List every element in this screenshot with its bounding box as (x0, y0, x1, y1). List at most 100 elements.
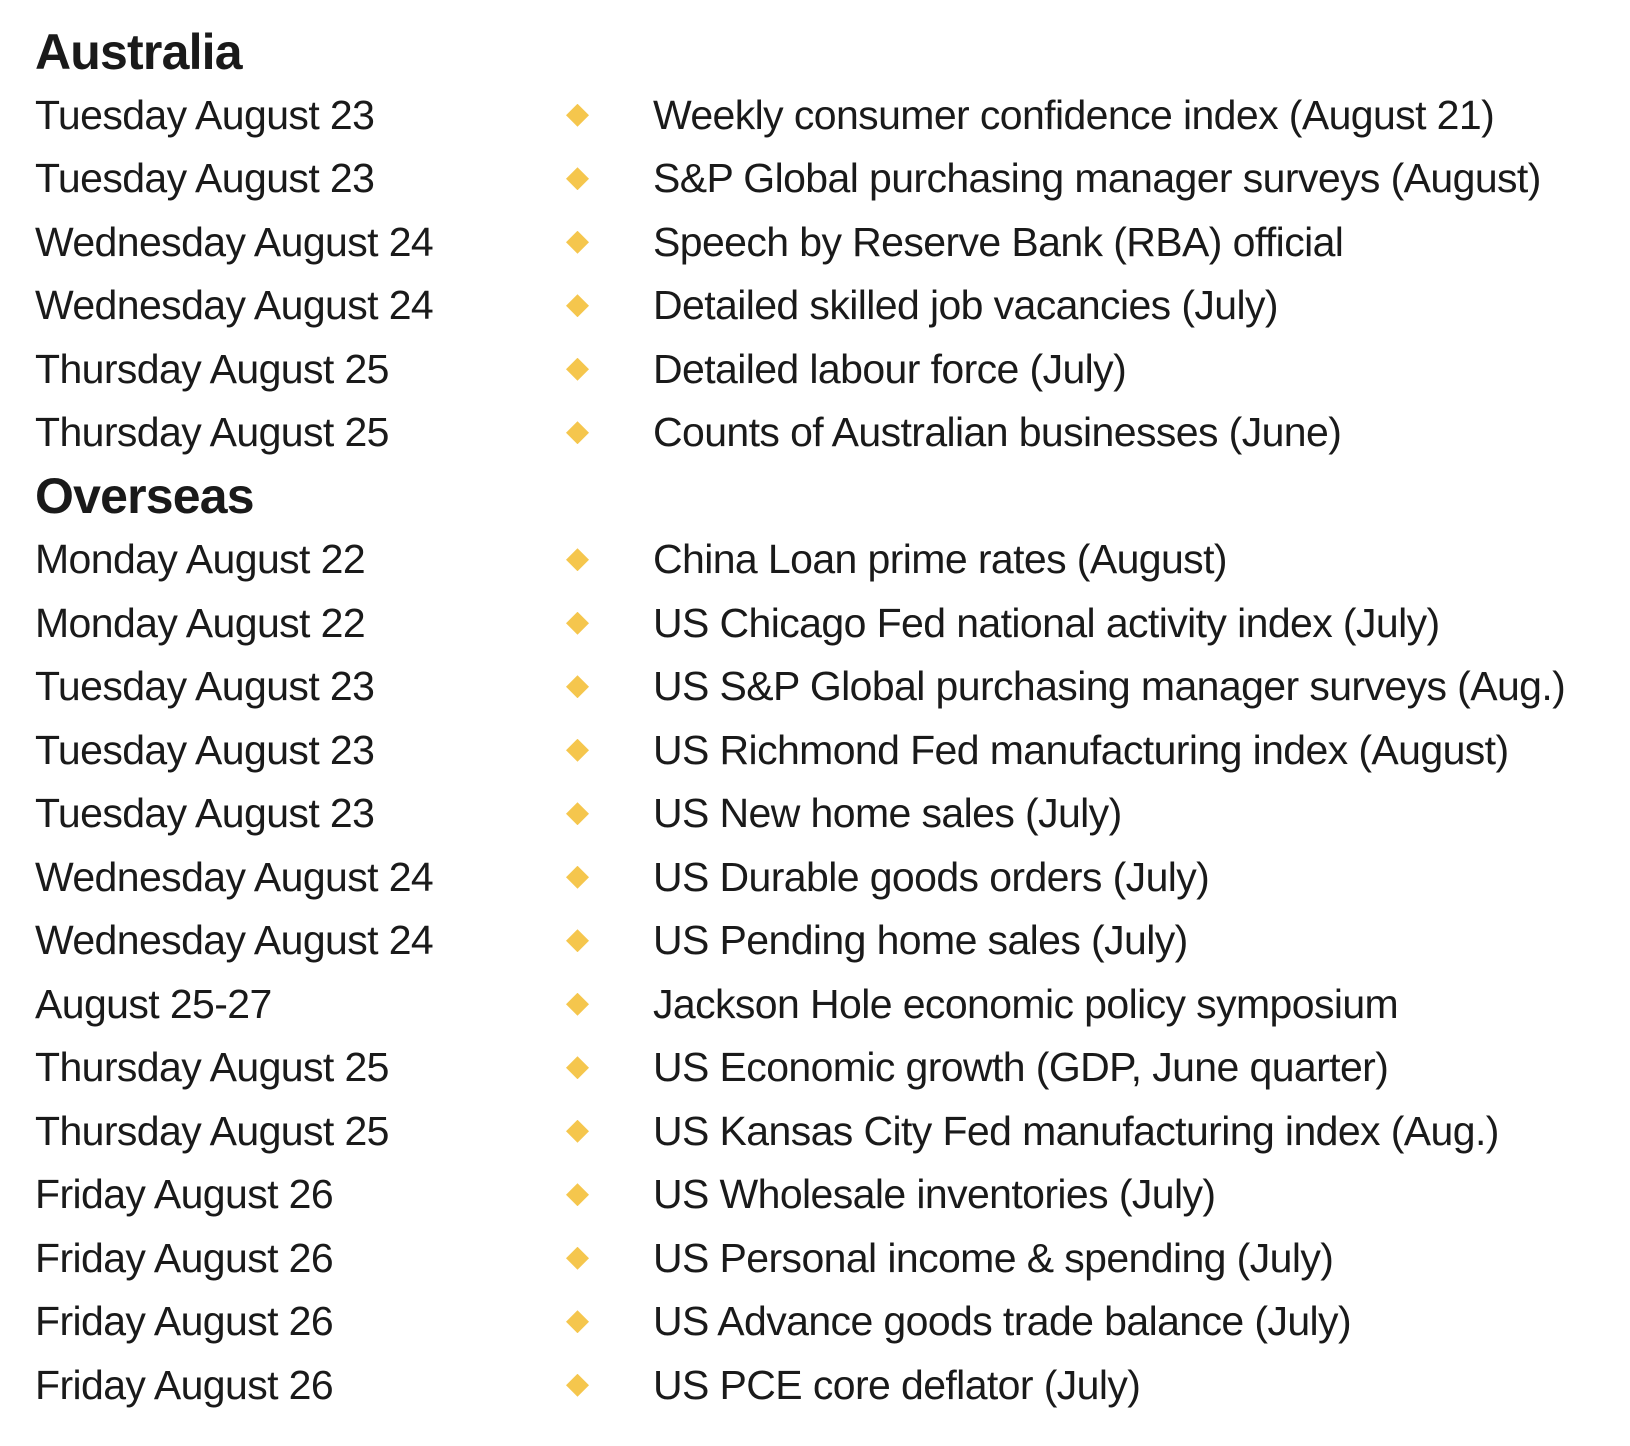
event-description: S&P Global purchasing manager surveys (A… (653, 155, 1541, 202)
event-description: US Wholesale inventories (July) (653, 1171, 1216, 1218)
bullet-cell (540, 1056, 615, 1080)
diamond-icon (566, 929, 589, 953)
calendar-row: Wednesday August 24 Detailed skilled job… (35, 274, 1630, 338)
diamond-icon (566, 992, 589, 1016)
diamond-icon (566, 1373, 589, 1397)
event-date: Tuesday August 23 (35, 91, 375, 138)
calendar-row: Tuesday August 23 US S&P Global purchasi… (35, 655, 1630, 719)
diamond-icon (566, 1056, 589, 1080)
bullet-cell (540, 1246, 615, 1270)
event-date: Thursday August 25 (35, 1107, 389, 1154)
event-description: Speech by Reserve Bank (RBA) official (653, 218, 1344, 265)
event-description: US Advance goods trade balance (July) (653, 1298, 1352, 1345)
event-date: Wednesday August 24 (35, 853, 434, 900)
event-description: Weekly consumer confidence index (August… (653, 91, 1495, 138)
event-date: Tuesday August 23 (35, 790, 375, 837)
event-date: Tuesday August 23 (35, 726, 375, 773)
event-description: US Kansas City Fed manufacturing index (… (653, 1107, 1499, 1154)
event-date: Friday August 26 (35, 1361, 334, 1408)
calendar-row: August 25-27 Jackson Hole economic polic… (35, 973, 1630, 1037)
diamond-icon (566, 611, 589, 635)
event-description: US PCE core deflator (July) (653, 1361, 1141, 1408)
event-date: Monday August 22 (35, 599, 366, 646)
calendar-row: Tuesday August 23 US Richmond Fed manufa… (35, 719, 1630, 783)
bullet-cell (540, 103, 615, 127)
event-date: Thursday August 25 (35, 409, 389, 456)
diamond-icon (566, 357, 589, 381)
diamond-icon (566, 548, 589, 572)
diamond-icon (566, 802, 589, 826)
calendar-row: Wednesday August 24 US Durable goods ord… (35, 846, 1630, 910)
bullet-cell (540, 865, 615, 889)
event-description: Detailed skilled job vacancies (July) (653, 282, 1279, 329)
calendar-row: Thursday August 25 Counts of Australian … (35, 401, 1630, 465)
bullet-cell (540, 357, 615, 381)
bullet-cell (540, 421, 615, 445)
bullet-cell (540, 1373, 615, 1397)
bullet-cell (540, 675, 615, 699)
calendar-row: Friday August 26 US Personal income & sp… (35, 1227, 1630, 1291)
calendar-row: Friday August 26 US Advance goods trade … (35, 1290, 1630, 1354)
calendar-row: Tuesday August 23 Weekly consumer confid… (35, 84, 1630, 148)
bullet-cell (540, 294, 615, 318)
diamond-icon (566, 294, 589, 318)
diamond-icon (566, 167, 589, 191)
event-date: Monday August 22 (35, 536, 366, 583)
calendar-row: Tuesday August 23 S&P Global purchasing … (35, 147, 1630, 211)
section-heading-overseas: Overseas (35, 468, 255, 525)
diamond-icon (566, 230, 589, 254)
bullet-cell (540, 1183, 615, 1207)
calendar-row: Friday August 26 US Wholesale inventorie… (35, 1163, 1630, 1227)
bullet-cell (540, 738, 615, 762)
calendar-row: Tuesday August 23 US New home sales (Jul… (35, 782, 1630, 846)
diamond-icon (566, 1310, 589, 1334)
diamond-icon (566, 738, 589, 762)
diamond-icon (566, 421, 589, 445)
bullet-cell (540, 802, 615, 826)
event-date: Thursday August 25 (35, 345, 389, 392)
event-description: US Pending home sales (July) (653, 917, 1188, 964)
bullet-cell (540, 1310, 615, 1334)
economic-calendar: Australia Tuesday August 23 Weekly consu… (35, 23, 1630, 1418)
event-description: US Richmond Fed manufacturing index (Aug… (653, 726, 1509, 773)
event-date: Tuesday August 23 (35, 155, 375, 202)
calendar-row: Wednesday August 24 US Pending home sale… (35, 909, 1630, 973)
bullet-cell (540, 548, 615, 572)
event-date: August 25-27 (35, 980, 272, 1027)
section-heading-australia: Australia (35, 23, 243, 80)
event-date: Wednesday August 24 (35, 917, 434, 964)
diamond-icon (566, 1183, 589, 1207)
event-description: Detailed labour force (July) (653, 345, 1127, 392)
event-date: Tuesday August 23 (35, 663, 375, 710)
calendar-row: Wednesday August 24 Speech by Reserve Ba… (35, 211, 1630, 275)
event-date: Friday August 26 (35, 1234, 334, 1281)
event-date: Friday August 26 (35, 1298, 334, 1345)
diamond-icon (566, 1119, 589, 1143)
event-description: US Chicago Fed national activity index (… (653, 599, 1440, 646)
event-date: Friday August 26 (35, 1171, 334, 1218)
bullet-cell (540, 929, 615, 953)
event-description: US Personal income & spending (July) (653, 1234, 1334, 1281)
event-description: Counts of Australian businesses (June) (653, 409, 1342, 456)
calendar-row: Thursday August 25 US Economic growth (G… (35, 1036, 1630, 1100)
diamond-icon (566, 103, 589, 127)
event-description: Jackson Hole economic policy symposium (653, 980, 1399, 1027)
bullet-cell (540, 167, 615, 191)
calendar-row: Friday August 26 US PCE core deflator (J… (35, 1354, 1630, 1418)
bullet-cell (540, 1119, 615, 1143)
event-description: China Loan prime rates (August) (653, 536, 1228, 583)
event-description: US New home sales (July) (653, 790, 1122, 837)
bullet-cell (540, 992, 615, 1016)
event-description: US Economic growth (GDP, June quarter) (653, 1044, 1389, 1091)
bullet-cell (540, 611, 615, 635)
calendar-row: Thursday August 25 Detailed labour force… (35, 338, 1630, 402)
event-description: US Durable goods orders (July) (653, 853, 1210, 900)
calendar-row: Monday August 22 China Loan prime rates … (35, 528, 1630, 592)
diamond-icon (566, 675, 589, 699)
bullet-cell (540, 230, 615, 254)
event-description: US S&P Global purchasing manager surveys… (653, 663, 1566, 710)
diamond-icon (566, 865, 589, 889)
event-date: Thursday August 25 (35, 1044, 389, 1091)
event-date: Wednesday August 24 (35, 218, 434, 265)
event-date: Wednesday August 24 (35, 282, 434, 329)
